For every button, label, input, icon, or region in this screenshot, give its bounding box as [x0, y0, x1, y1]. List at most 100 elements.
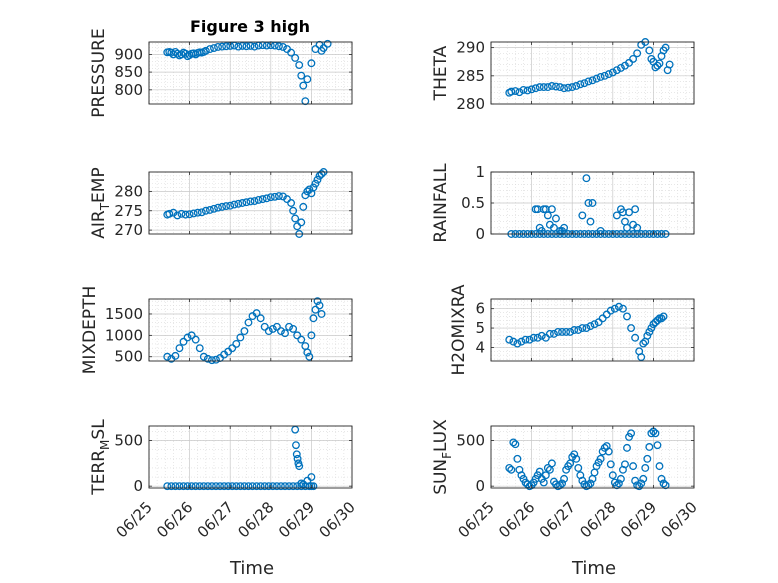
data-point — [212, 355, 220, 364]
data-point — [250, 42, 259, 51]
data-point — [309, 183, 318, 192]
data-point — [612, 211, 621, 220]
data-point — [600, 71, 609, 80]
ylabel: TERRMSL — [89, 419, 112, 496]
data-point — [541, 471, 550, 480]
data-point — [614, 302, 623, 311]
ylabel-subscript: F — [440, 452, 454, 459]
ytick-label: 1500 — [105, 305, 143, 323]
data-point — [566, 327, 575, 336]
data-point — [258, 195, 267, 204]
data-point — [303, 348, 312, 357]
data-point — [647, 324, 656, 333]
data-point — [584, 199, 593, 207]
data-point — [511, 87, 520, 95]
xtick-label: 06/25 — [455, 498, 498, 541]
ytick-label: 0.5 — [461, 194, 485, 212]
data-point — [641, 463, 650, 472]
data-point — [197, 208, 206, 217]
data-point — [193, 208, 202, 217]
axes-box — [148, 298, 353, 362]
data-point — [653, 61, 662, 70]
ytick-label: 0 — [133, 477, 143, 495]
ytick-label: 270 — [114, 221, 143, 239]
ylabel: RAINFALL — [431, 163, 451, 243]
data-point — [214, 43, 222, 51]
data-point — [252, 309, 261, 318]
data-point — [301, 97, 310, 106]
series-points — [163, 425, 318, 491]
data-point — [248, 482, 257, 491]
data-point — [596, 454, 605, 463]
data-point — [315, 301, 324, 310]
data-point — [543, 83, 552, 92]
data-point — [560, 474, 569, 483]
xtick-label: 06/26 — [495, 498, 538, 541]
data-point — [299, 202, 308, 211]
data-point — [586, 217, 595, 226]
data-point — [254, 195, 263, 204]
data-point — [616, 63, 625, 72]
data-point — [187, 331, 196, 340]
data-point — [643, 454, 652, 463]
data-point — [549, 329, 558, 338]
data-point — [661, 43, 670, 52]
data-point — [529, 333, 538, 342]
data-point — [556, 481, 564, 490]
data-point — [527, 85, 536, 94]
ytick-label: 500 — [114, 432, 143, 450]
data-point — [552, 82, 560, 91]
data-point — [317, 310, 326, 318]
data-point — [612, 66, 621, 75]
data-point — [509, 337, 518, 346]
data-point — [246, 197, 255, 206]
data-point — [210, 204, 218, 213]
data-point — [268, 324, 277, 333]
data-point — [230, 200, 239, 209]
data-point — [547, 205, 556, 214]
data-point — [250, 197, 259, 206]
data-point — [568, 83, 577, 92]
data-point — [307, 473, 316, 482]
data-point — [549, 223, 558, 232]
data-point — [590, 320, 599, 329]
data-point — [240, 327, 249, 336]
data-point — [244, 482, 253, 491]
data-point — [655, 462, 664, 471]
subplot-mixdepth: 500 1000 1500 MIXDEPTH — [80, 286, 353, 374]
xtick-label: 06/30 — [658, 498, 701, 541]
data-point — [185, 210, 194, 219]
data-point — [222, 202, 231, 211]
data-point — [612, 481, 621, 490]
data-point — [175, 344, 184, 353]
data-point — [183, 482, 192, 491]
data-point — [232, 339, 241, 348]
data-point — [274, 42, 283, 51]
data-point — [621, 460, 629, 469]
data-point — [519, 85, 528, 94]
data-point — [277, 482, 285, 491]
data-point — [181, 210, 190, 219]
data-point — [207, 482, 216, 491]
data-point — [311, 305, 320, 314]
ylabel-subscript: M — [98, 440, 112, 450]
xtick-label: 06/26 — [153, 498, 196, 541]
data-point — [287, 48, 296, 57]
data-point — [205, 45, 214, 54]
data-point — [207, 356, 216, 365]
data-point — [543, 211, 552, 220]
data-point — [604, 447, 613, 456]
data-point — [260, 322, 269, 331]
data-point — [187, 482, 196, 491]
data-point — [629, 462, 638, 471]
data-point — [224, 482, 233, 491]
ytick-label: 5 — [475, 319, 485, 337]
data-point — [313, 175, 322, 184]
data-point — [303, 75, 312, 84]
data-point — [291, 53, 300, 62]
plot-area — [149, 426, 352, 488]
axes-box — [490, 41, 695, 105]
data-point — [177, 209, 186, 218]
data-point — [189, 209, 198, 218]
